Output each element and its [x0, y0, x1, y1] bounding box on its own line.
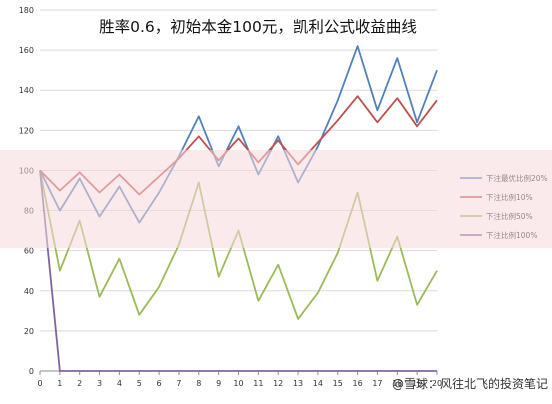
x-tick-label: 5 [137, 379, 142, 388]
x-tick-label: 10 [233, 379, 243, 388]
x-tick-label: 12 [273, 379, 283, 388]
y-tick-label: 120 [19, 126, 34, 135]
pink-banner-overlay [0, 150, 552, 248]
x-tick-label: 4 [117, 379, 122, 388]
x-tick-label: 3 [97, 379, 102, 388]
y-tick-label: 180 [19, 6, 34, 15]
x-tick-label: 2 [77, 379, 82, 388]
y-tick-label: 160 [19, 46, 34, 55]
x-tick-label: 8 [196, 379, 201, 388]
series-line-4 [39, 170, 437, 372]
chart-title: 胜率0.6，初始本金100元，凯利公式收益曲线 [99, 18, 417, 36]
x-tick-label: 19 [412, 379, 422, 388]
x-tick-label: 18 [392, 379, 402, 388]
x-tick-label: 11 [253, 379, 263, 388]
x-tick-label: 17 [372, 379, 382, 388]
x-tick-label: 6 [157, 379, 162, 388]
y-tick-label: 60 [24, 247, 34, 256]
y-tick-label: 0 [29, 367, 34, 376]
y-tick-label: 20 [24, 327, 34, 336]
x-tick-label: 14 [313, 379, 323, 388]
x-tick-label: 20 [432, 379, 442, 388]
x-tick-label: 16 [353, 379, 363, 388]
x-tick-label: 1 [57, 379, 62, 388]
watermark: @雪球：风往北飞的投资笔记 [392, 376, 548, 391]
x-tick-label: 0 [37, 379, 42, 388]
x-tick-label: 15 [333, 379, 343, 388]
x-tick-label: 7 [176, 379, 181, 388]
x-tick-label: 9 [216, 379, 221, 388]
tick-labels: 0204060801001201401601800123456789101112… [19, 6, 442, 388]
x-tick-label: 13 [293, 379, 303, 388]
y-tick-label: 40 [24, 287, 34, 296]
y-tick-label: 140 [19, 86, 34, 95]
